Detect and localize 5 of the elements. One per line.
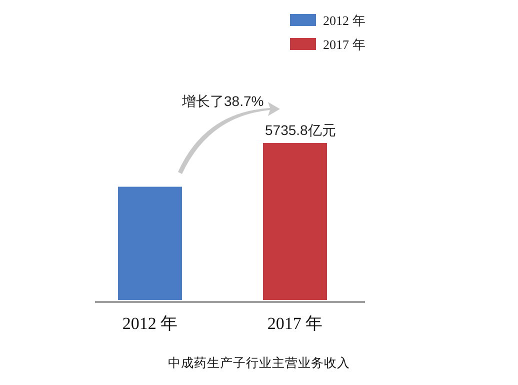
text: 中成药生产子行业主营业务收入 [168, 355, 350, 370]
legend-label: 2017 年 [323, 37, 366, 52]
data-label: 5735.8亿元 [265, 122, 336, 138]
text: 增长了38.7% [181, 93, 264, 109]
legend-label: 2012 年 [323, 13, 366, 28]
